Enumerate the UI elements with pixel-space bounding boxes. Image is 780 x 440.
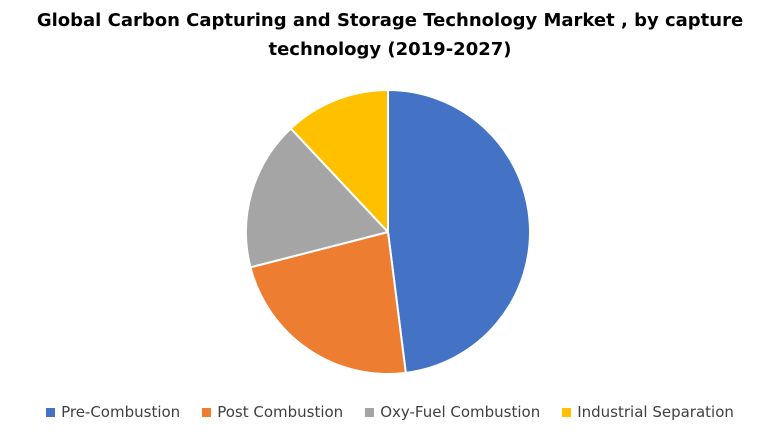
legend-item-pre-combustion: Pre-Combustion: [46, 403, 180, 421]
legend-swatch: [202, 407, 212, 417]
pie-chart: [245, 89, 531, 375]
chart-title: Global Carbon Capturing and Storage Tech…: [0, 6, 780, 64]
legend-swatch: [562, 407, 572, 417]
pie-slice-oxy-fuel-combustion: [245, 127, 389, 269]
pie-slice-post-combustion: [249, 231, 407, 375]
legend-item-post-combustion: Post Combustion: [202, 403, 343, 421]
legend-swatch: [365, 407, 375, 417]
legend-item-industrial-separation: Industrial Separation: [562, 403, 734, 421]
legend-label: Oxy-Fuel Combustion: [380, 403, 541, 421]
chart-legend: Pre-Combustion Post Combustion Oxy-Fuel Co…: [0, 403, 780, 421]
legend-swatch: [46, 407, 56, 417]
legend-label: Industrial Separation: [577, 403, 734, 421]
chart-title-line-2: technology (2019-2027): [268, 39, 512, 60]
chart-title-line-1: Global Carbon Capturing and Storage Tech…: [36, 10, 744, 31]
legend-label: Post Combustion: [217, 403, 344, 421]
legend-label: Pre-Combustion: [61, 403, 181, 421]
pie-slice-industrial-separation: [289, 89, 389, 233]
pie-slice-pre-combustion: [387, 89, 531, 374]
legend-item-oxy-fuel-combustion: Oxy-Fuel Combustion: [365, 403, 540, 421]
